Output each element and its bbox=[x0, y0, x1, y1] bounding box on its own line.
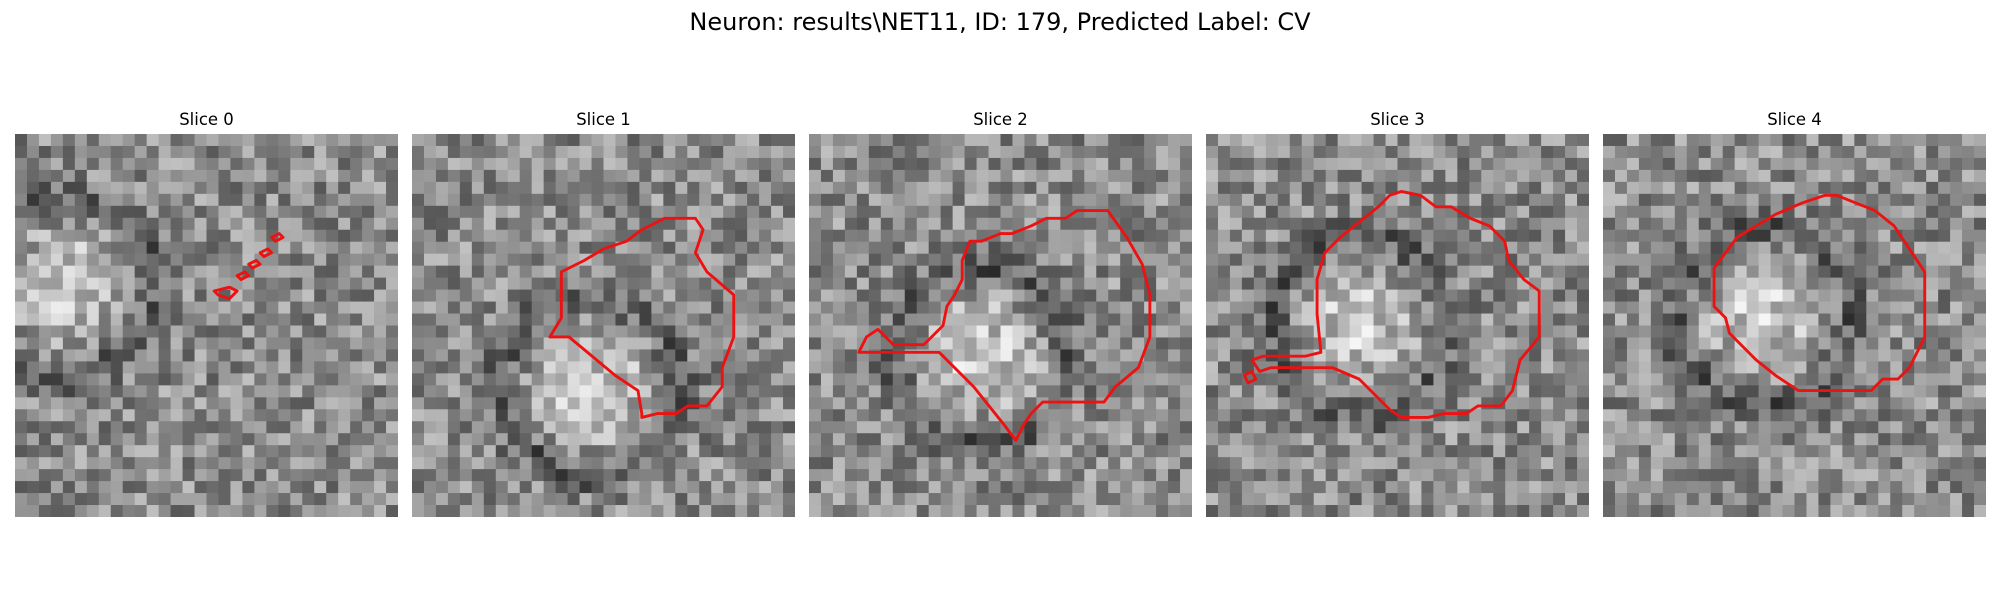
slice-title: Slice 3 bbox=[1370, 110, 1425, 129]
slice-panel-0: Slice 0 bbox=[15, 108, 398, 517]
slice-title: Slice 1 bbox=[576, 110, 631, 129]
segmentation-contour bbox=[1242, 370, 1258, 385]
slice-image bbox=[1206, 134, 1589, 517]
slice-panel-4: Slice 4 bbox=[1603, 108, 1986, 517]
segmentation-contour bbox=[258, 247, 274, 258]
segmentation-contour bbox=[247, 258, 262, 270]
slice-panel-1: Slice 1 bbox=[412, 108, 795, 517]
slice-title: Slice 4 bbox=[1767, 110, 1822, 129]
segmentation-contour bbox=[212, 285, 239, 301]
slice-image bbox=[412, 134, 795, 517]
segmentation-contour bbox=[857, 209, 1152, 442]
slice-panel-3: Slice 3 bbox=[1206, 108, 1589, 517]
segmentation-contour bbox=[1712, 193, 1927, 393]
slice-title: Slice 2 bbox=[973, 110, 1028, 129]
segmentation-contour bbox=[270, 232, 285, 243]
slice-title: Slice 0 bbox=[179, 110, 234, 129]
figure-title: Neuron: results\NET11, ID: 179, Predicte… bbox=[689, 8, 1311, 36]
segmentation-contour bbox=[1250, 190, 1541, 419]
slice-image bbox=[1603, 134, 1986, 517]
slice-image bbox=[15, 134, 398, 517]
segmentation-contour bbox=[548, 216, 736, 419]
segmentation-contour bbox=[235, 270, 251, 281]
slice-panel-2: Slice 2 bbox=[809, 108, 1192, 517]
slice-image bbox=[809, 134, 1192, 517]
